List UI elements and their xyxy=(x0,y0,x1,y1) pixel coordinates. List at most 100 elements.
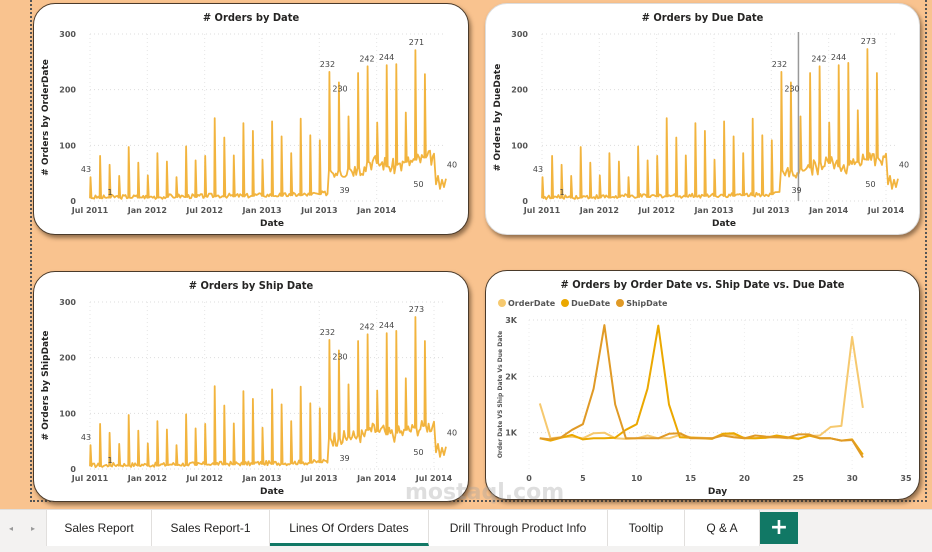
x-tick-label: Jul 2013 xyxy=(300,474,337,483)
y-axis-title: Order Date VS Ship Date Vs Due Date xyxy=(497,331,504,458)
data-label: 232 xyxy=(320,328,335,337)
x-tick-label: Jan 2014 xyxy=(808,206,849,215)
y-tick-label: 200 xyxy=(59,354,76,363)
legend-marker-icon xyxy=(498,299,506,307)
orders-comparison-card[interactable]: # Orders by Order Date vs. Ship Date vs.… xyxy=(485,270,920,500)
data-label: 40 xyxy=(447,161,457,170)
next-page-icon[interactable]: ▸ xyxy=(30,524,35,533)
x-tick-label: Jul 2011 xyxy=(523,206,561,215)
data-label: 1 xyxy=(559,188,564,197)
legend-item-orderdate[interactable]: OrderDate xyxy=(498,299,555,308)
x-tick-label: 10 xyxy=(631,474,643,483)
page-tab-bar: ◂ ▸ Sales Report Sales Report-1 Lines Of… xyxy=(0,509,932,552)
y-tick-label: 300 xyxy=(59,298,76,307)
orders-by-ship-date-card[interactable]: # Orders by Ship Date 0 100 200 300 Jul 2011… xyxy=(33,271,469,502)
x-tick-label: Jul 2014 xyxy=(415,474,453,483)
x-tick-label: Jul 2012 xyxy=(185,206,222,215)
y-tick-label: 3K xyxy=(505,316,518,325)
y-tick-label: 2K xyxy=(505,372,518,381)
y-tick-label: 0 xyxy=(522,197,528,206)
legend-item-shipdate[interactable]: ShipDate xyxy=(616,299,667,308)
x-tick-label: Jan 2012 xyxy=(579,206,619,215)
chart-legend: OrderDate DueDate ShipDate xyxy=(498,299,667,308)
prev-page-icon[interactable]: ◂ xyxy=(8,524,13,533)
chart-title: # Orders by Order Date vs. Ship Date vs.… xyxy=(560,278,845,291)
data-label: 244 xyxy=(379,321,394,330)
data-label: 273 xyxy=(861,37,876,46)
y-axis-title: # Orders by ShipDate xyxy=(41,330,51,440)
add-page-button[interactable]: + xyxy=(760,512,798,544)
y-tick-label: 100 xyxy=(59,141,76,150)
y-axis-title: # Orders by OrderDate xyxy=(41,59,51,176)
data-label: 43 xyxy=(81,165,91,174)
series-line xyxy=(541,48,899,201)
tab-sales-report-1[interactable]: Sales Report-1 xyxy=(152,510,270,546)
x-tick-label: Jul 2012 xyxy=(637,206,674,215)
visual-group-border xyxy=(30,0,927,502)
x-tick-label: 15 xyxy=(685,474,697,483)
x-tick-label: Jan 2014 xyxy=(356,474,397,483)
data-label: 39 xyxy=(339,186,349,195)
x-axis-title: Day xyxy=(708,487,727,497)
x-tick-label: 30 xyxy=(847,474,859,483)
x-tick-label: Jul 2011 xyxy=(71,206,109,215)
x-axis-title: Date xyxy=(260,487,284,497)
x-tick-label: Jul 2014 xyxy=(867,206,905,215)
x-tick-label: Jan 2013 xyxy=(241,206,281,215)
data-label: 230 xyxy=(332,353,347,362)
x-tick-label: Jul 2012 xyxy=(185,474,222,483)
data-label: 40 xyxy=(447,429,457,438)
data-label: 1 xyxy=(107,456,112,465)
data-label: 43 xyxy=(533,165,543,174)
data-label: 39 xyxy=(339,454,349,463)
orders-by-due-date-chart[interactable]: 0 100 200 300 Jul 2011 Jan 2012 Jul 2012 Jan 20… xyxy=(486,4,920,235)
y-tick-label: 300 xyxy=(511,30,528,39)
legend-item-duedate[interactable]: DueDate xyxy=(561,299,610,308)
y-tick-label: 0 xyxy=(70,465,76,474)
orders-by-date-chart[interactable]: 0 100 200 300 Jul 2011 Jan 2012 Jul 2012 Jan 20… xyxy=(34,4,469,235)
orders-comparison-chart[interactable]: 1K 2K 3K 0 5 10 15 20 25 30 35 Day Order Date VS Shi… xyxy=(486,271,920,500)
tab-drill-through-product-info[interactable]: Drill Through Product Info xyxy=(429,510,608,546)
data-label: 242 xyxy=(359,54,374,63)
data-label: 271 xyxy=(409,38,424,47)
series-line xyxy=(89,316,447,469)
orders-by-date-card[interactable]: # Orders by Date 0 100 200 300 Jul 2011 Jan 2… xyxy=(33,3,469,235)
x-tick-label: 25 xyxy=(793,474,805,483)
x-tick-label: Jul 2013 xyxy=(300,206,337,215)
x-tick-label: 20 xyxy=(739,474,751,483)
tab-q-and-a[interactable]: Q & A xyxy=(685,510,760,546)
data-label: 50 xyxy=(865,180,875,189)
report-canvas: # Orders by Date 0 100 200 300 Jul 2011 Jan 2… xyxy=(30,0,927,502)
x-tick-label: Jul 2013 xyxy=(752,206,789,215)
chart-title: # Orders by Date xyxy=(202,11,300,24)
y-tick-label: 1K xyxy=(505,429,518,438)
orders-by-due-date-card[interactable]: # Orders by Due Date 0 100 200 300 Jul 2011 J… xyxy=(485,3,920,235)
x-axis-title: Date xyxy=(260,219,284,229)
x-tick-label: Jan 2013 xyxy=(693,206,733,215)
data-label: 230 xyxy=(332,85,347,94)
y-tick-label: 0 xyxy=(70,197,76,206)
data-label: 50 xyxy=(413,180,423,189)
y-axis-title: # Orders by DueDate xyxy=(493,64,503,172)
x-tick-label: Jan 2013 xyxy=(241,474,281,483)
x-tick-label: 35 xyxy=(900,474,912,483)
x-tick-label: Jul 2011 xyxy=(71,474,109,483)
data-label: 230 xyxy=(784,85,799,94)
y-tick-label: 100 xyxy=(511,141,528,150)
tab-lines-of-orders-dates[interactable]: Lines Of Orders Dates xyxy=(270,510,429,546)
x-tick-label: 5 xyxy=(580,474,586,483)
chart-title: # Orders by Ship Date xyxy=(188,279,314,292)
series-line xyxy=(89,49,447,200)
data-label: 242 xyxy=(359,322,374,331)
data-label: 40 xyxy=(899,161,909,170)
tab-sales-report[interactable]: Sales Report xyxy=(46,510,152,546)
data-label: 244 xyxy=(379,53,394,62)
legend-marker-icon xyxy=(616,299,625,307)
y-tick-label: 300 xyxy=(59,30,76,39)
orders-by-ship-date-chart[interactable]: 0 100 200 300 Jul 2011 Jan 2012 Jul 2012 Jan 20… xyxy=(34,272,469,502)
y-tick-label: 200 xyxy=(511,86,528,95)
y-tick-label: 200 xyxy=(59,86,76,95)
x-tick-label: 0 xyxy=(526,474,532,483)
x-tick-label: Jan 2014 xyxy=(356,206,397,215)
tab-tooltip[interactable]: Tooltip xyxy=(608,510,685,546)
